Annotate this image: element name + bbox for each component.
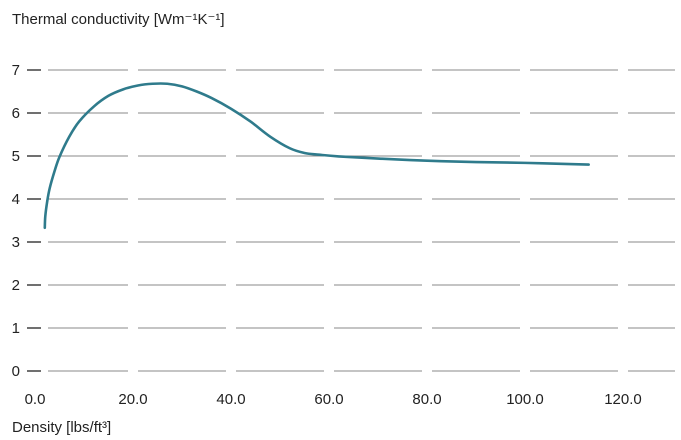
x-tick-label: 100.0 bbox=[506, 391, 544, 408]
gridlines bbox=[48, 69, 675, 372]
x-tick-label: 20.0 bbox=[118, 391, 147, 408]
y-tick-label: 0 bbox=[12, 363, 20, 380]
y-tick-label: 1 bbox=[12, 320, 20, 337]
data-series bbox=[43, 82, 590, 230]
y-tick-label: 3 bbox=[12, 234, 20, 251]
y-tick-label: 4 bbox=[12, 191, 20, 208]
x-tick-label: 120.0 bbox=[604, 391, 642, 408]
x-tick-label: 40.0 bbox=[216, 391, 245, 408]
y-axis-ticks: 0 1 2 3 4 5 6 7 bbox=[12, 62, 41, 380]
y-tick-label: 6 bbox=[12, 105, 20, 122]
y-tick-label: 7 bbox=[12, 62, 20, 79]
y-tick-label: 5 bbox=[12, 148, 20, 165]
x-tick-label: 80.0 bbox=[412, 391, 441, 408]
x-tick-label: 60.0 bbox=[314, 391, 343, 408]
y-tick-label: 2 bbox=[12, 277, 20, 294]
y-axis-title: Thermal conductivity [Wm⁻¹K⁻¹] bbox=[12, 11, 225, 28]
x-tick-label: 0.0 bbox=[25, 391, 46, 408]
series-line bbox=[43, 82, 590, 230]
x-axis-title: Density [lbs/ft³] bbox=[12, 419, 111, 436]
x-axis-ticks: 0.0 20.0 40.0 60.0 80.0 100.0 120.0 bbox=[25, 391, 642, 408]
